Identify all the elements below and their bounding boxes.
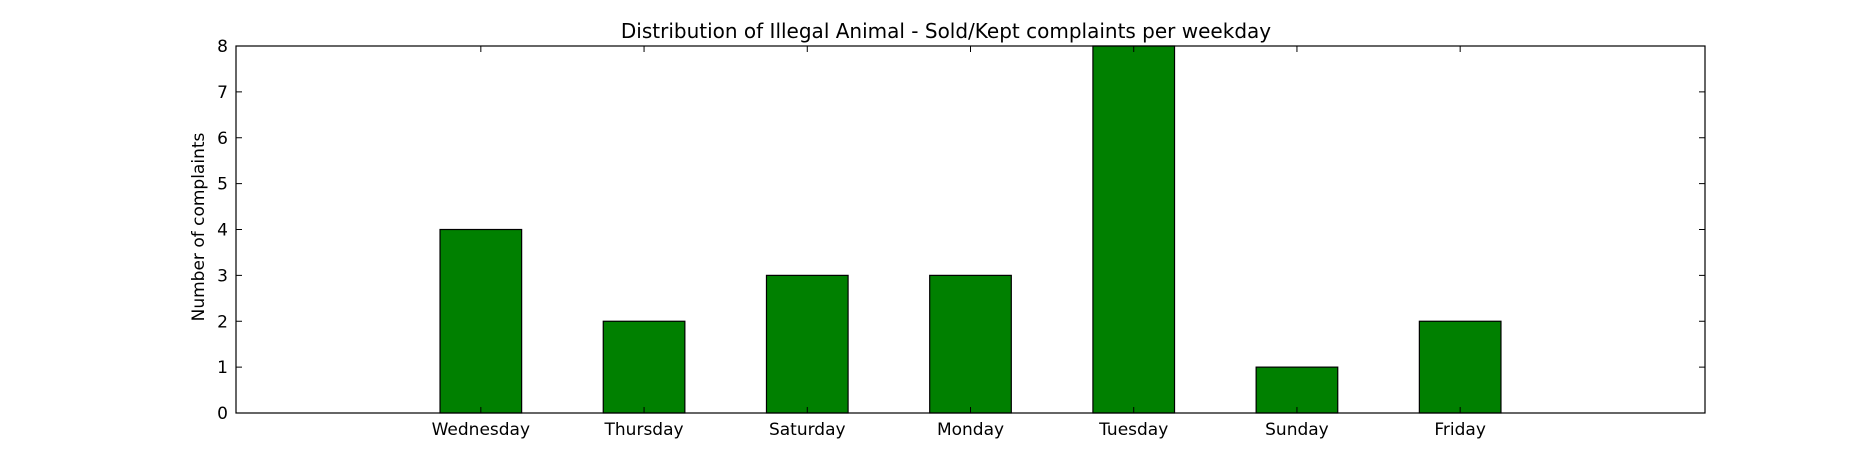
- y-tick-label-2: 2: [217, 312, 228, 332]
- bar-thursday: [602, 320, 686, 414]
- y-tick-label-3: 3: [217, 266, 228, 286]
- bar-wednesday: [439, 228, 523, 414]
- bar-tuesday: [1092, 45, 1176, 414]
- y-tick-label-0: 0: [217, 404, 228, 424]
- bars-group: [439, 45, 1502, 414]
- bar-monday: [929, 274, 1012, 414]
- chart-title: Distribution of Illegal Animal - Sold/Ke…: [621, 19, 1271, 43]
- y-tick-label-6: 6: [217, 129, 228, 149]
- x-tick-label-tuesday: Tuesday: [1098, 420, 1168, 440]
- y-axis-label: Number of complaints: [189, 132, 209, 321]
- y-tick-label-4: 4: [217, 221, 228, 241]
- x-tick-label-sunday: Sunday: [1265, 420, 1329, 440]
- y-tick-label-5: 5: [217, 175, 228, 195]
- y-tick-label-1: 1: [217, 358, 228, 378]
- x-tick-label-friday: Friday: [1434, 420, 1486, 440]
- bar-sunday: [1255, 366, 1339, 414]
- y-tick-label-7: 7: [217, 83, 228, 103]
- y-tick-label-8: 8: [217, 37, 228, 57]
- x-tick-label-saturday: Saturday: [769, 420, 846, 440]
- x-tick-label-thursday: Thursday: [604, 420, 684, 440]
- plot-frame: [235, 45, 1706, 414]
- y-ticks-group: 0 1 2 3 4 5 6 7 8: [217, 37, 1705, 424]
- bar-friday: [1418, 320, 1502, 414]
- x-tick-label-monday: Monday: [937, 420, 1004, 440]
- x-ticks-group: Wednesday Thursday Saturday Monday Tuesday Su…: [432, 46, 1486, 440]
- x-tick-label-wednesday: Wednesday: [432, 420, 530, 440]
- bar-saturday: [765, 274, 849, 414]
